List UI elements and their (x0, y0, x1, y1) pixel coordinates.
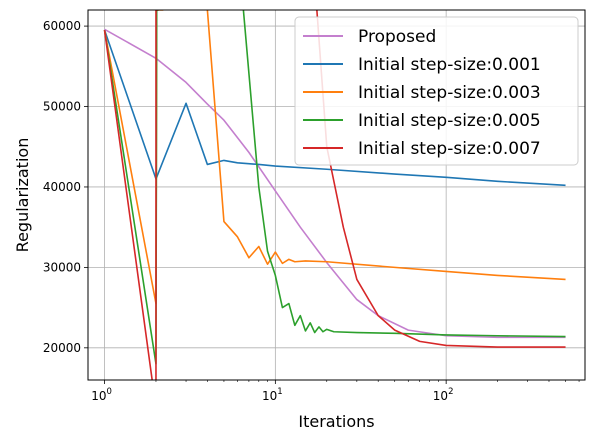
legend-box (294, 16, 579, 166)
legend-label: Initial step-size:0.007 (358, 139, 541, 159)
y-tick-label: 50000 (43, 100, 81, 114)
x-tick-label: 101 (262, 387, 283, 403)
y-tick-label: 40000 (43, 180, 81, 194)
y-tick-label: 30000 (43, 260, 81, 274)
axis-ticks: 100 101 102 20000 30000 40000 50000 60000 (43, 19, 580, 403)
plot-frame (87, 9, 586, 381)
y-tick-label: 60000 (43, 19, 81, 33)
y-tick-label: 20000 (43, 341, 81, 355)
series-line (103, 29, 566, 187)
series-line (103, 10, 566, 365)
legend: Proposed Initial step-size:0.001 Initial s… (294, 16, 579, 166)
y-axis-label: Regularization (13, 138, 32, 253)
legend-label: Initial step-size:0.005 (358, 111, 541, 131)
series-line (103, 10, 566, 305)
x-tick-label: 100 (91, 387, 112, 403)
x-tick-label: 102 (433, 387, 454, 403)
legend-label: Proposed (358, 27, 436, 47)
legend-label: Initial step-size:0.003 (358, 83, 541, 103)
legend-label: Initial step-size:0.001 (358, 55, 541, 75)
x-axis-label: Iterations (298, 412, 374, 431)
